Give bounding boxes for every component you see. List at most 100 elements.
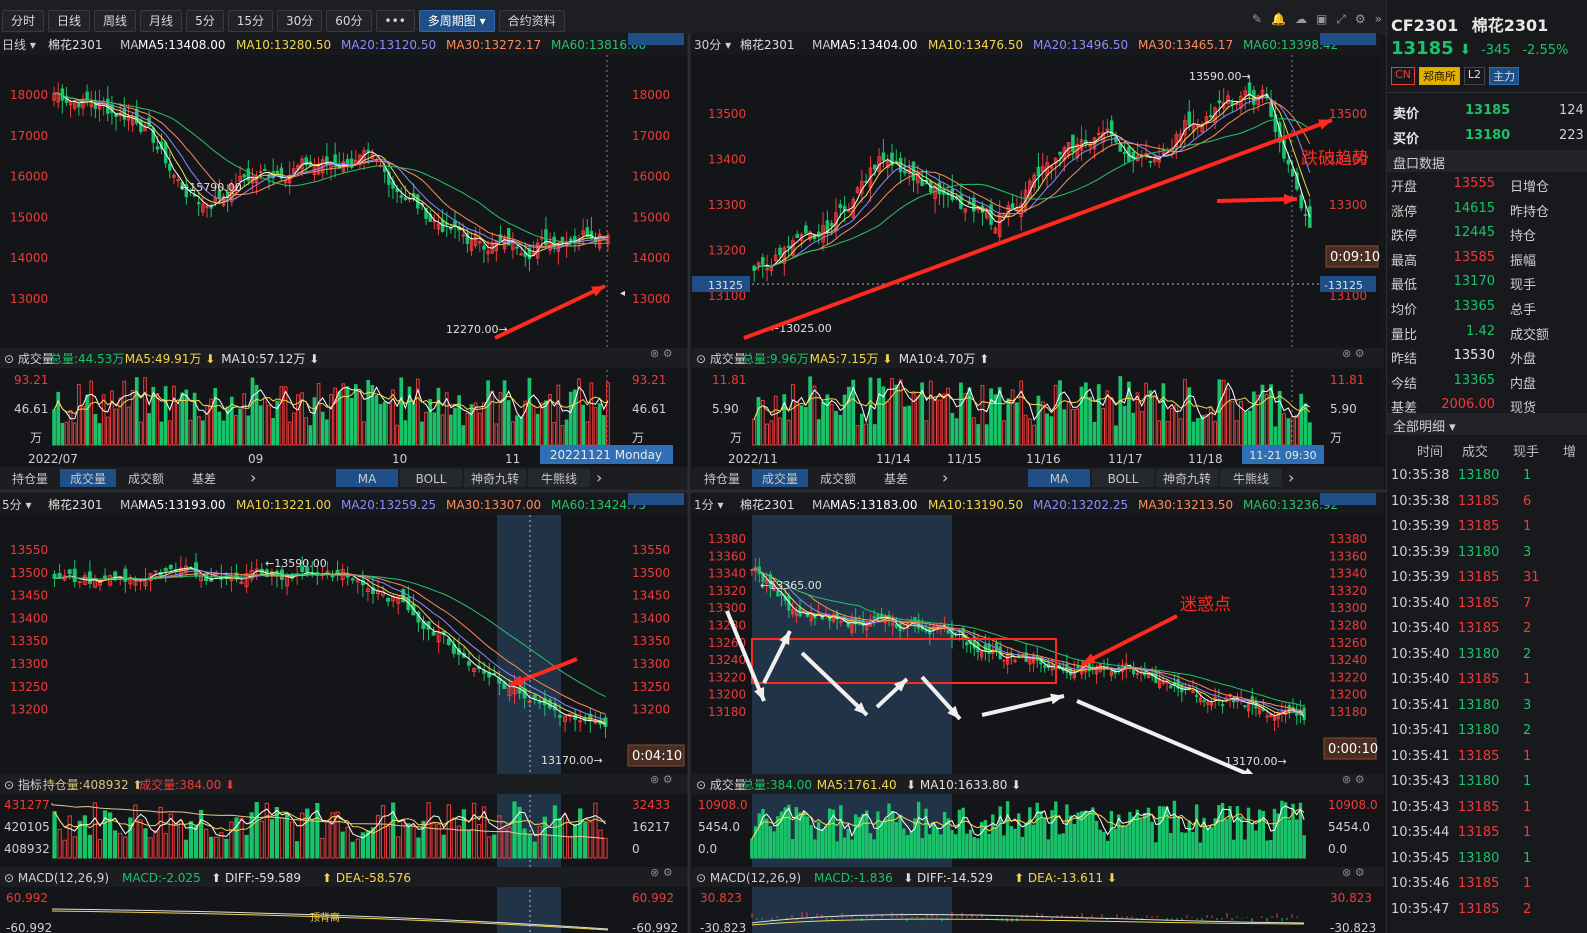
- volume-bar: [143, 828, 148, 859]
- sub-indicator-button[interactable]: 成交量: [70, 471, 106, 486]
- period-tab-3[interactable]: 月线: [140, 10, 183, 32]
- vol-tick: 万: [30, 431, 42, 445]
- volume-bar: [494, 423, 499, 446]
- sub-settings-icon[interactable]: ⊗ ⚙: [650, 866, 673, 879]
- sub-indicator-button[interactable]: 成交量: [762, 471, 798, 486]
- stat-row: 开盘 13555 日增仓: [1387, 173, 1587, 197]
- main-indicator-button[interactable]: 神奇九转: [471, 471, 519, 486]
- tick-price: 13185: [1458, 799, 1500, 815]
- sub-settings-icon[interactable]: ⊗ ⚙: [650, 773, 673, 786]
- volume-bar: [1040, 401, 1045, 446]
- volume-bar: [330, 812, 335, 859]
- sub-settings-icon[interactable]: ⊗ ⚙: [1342, 347, 1365, 360]
- sub-indicator-button[interactable]: 基差: [884, 472, 908, 486]
- volume-bar: [913, 818, 917, 859]
- pen-icon[interactable]: ✎: [1251, 12, 1262, 26]
- sub-indicator-button[interactable]: 基差: [192, 472, 216, 486]
- price-tick-right: 13450: [632, 589, 670, 603]
- period-tab-2[interactable]: 周线: [94, 10, 137, 32]
- volume-bar: [213, 388, 218, 446]
- ticks-col-3: 增: [1563, 445, 1577, 460]
- main-indicator-button[interactable]: BOLL: [1108, 472, 1139, 486]
- period-selector[interactable]: 30分 ▾: [694, 38, 731, 52]
- orderbook-section-header[interactable]: 盘口数据: [1387, 150, 1587, 172]
- next-icon[interactable]: ›: [250, 468, 256, 487]
- main-indicator-button[interactable]: 牛熊线: [541, 471, 577, 486]
- ticks-header[interactable]: 全部明细 ▾: [1387, 413, 1587, 435]
- settings-icon[interactable]: ⚙: [1354, 12, 1366, 26]
- candle: [913, 617, 917, 627]
- volume-bar: [196, 416, 201, 446]
- next-icon[interactable]: ›: [1288, 468, 1294, 487]
- multi-period-charts[interactable]: 日线 ▾ 棉花2301 MA MA5:13408.00 MA10:13280.50 MA2…: [0, 33, 1386, 933]
- candle: [1290, 168, 1295, 177]
- candle: [201, 203, 205, 213]
- main-indicator-button[interactable]: 神奇九转: [1163, 471, 1211, 486]
- volume-bar: [1062, 409, 1067, 446]
- period-tab-4[interactable]: 5分: [186, 10, 224, 32]
- candle: [1202, 700, 1206, 703]
- cloud-icon[interactable]: ☁: [1294, 12, 1307, 26]
- main-indicator-button[interactable]: MA: [1050, 472, 1069, 486]
- main-indicator-button[interactable]: MA: [358, 472, 377, 486]
- chart-panel-m30[interactable]: 30分 ▾ 棉花2301 MA MA5:13404.00 MA10:13476.50 MA…: [692, 33, 1384, 493]
- volume-bar: [1020, 836, 1025, 859]
- chart-panel-m5[interactable]: 5分 ▾ 棉花2301 MA MA5:13193.00 MA10:13221.00 MA2…: [0, 493, 688, 933]
- volume-bar: [180, 392, 185, 446]
- volume-bar: [1010, 389, 1015, 446]
- volume-bar: [68, 409, 73, 446]
- stat-right-label: 日增仓: [1510, 180, 1550, 195]
- price-tick-left: 13220: [708, 670, 746, 684]
- sub-header-bg: [692, 774, 1384, 794]
- period-tab-6[interactable]: 30分: [276, 10, 323, 32]
- symbol-label: 棉花2301: [740, 37, 795, 52]
- tick-time: 10:35:44: [1391, 825, 1450, 840]
- candle: [1050, 664, 1054, 671]
- period-selector[interactable]: 1分 ▾: [694, 498, 723, 512]
- tick-row: 10:35:44 13185 1: [1387, 822, 1587, 846]
- volume-bar: [885, 401, 890, 446]
- sub-settings-icon[interactable]: ⊗ ⚙: [650, 347, 673, 360]
- volume-bar: [842, 394, 847, 446]
- bell-icon[interactable]: 🔔: [1270, 12, 1286, 26]
- candle: [563, 715, 568, 722]
- candle: [855, 187, 860, 193]
- sub-indicator-button[interactable]: 成交额: [820, 471, 856, 486]
- next-icon[interactable]: ›: [596, 468, 602, 487]
- chart-panel-m1[interactable]: 1分 ▾ 棉花2301 MA MA5:13183.00 MA10:13190.50 MA2…: [692, 493, 1384, 933]
- period-tab-10[interactable]: 合约资料: [498, 10, 565, 32]
- sub-header-text: ⬆ DEA:-58.576: [322, 871, 411, 885]
- screenshot-icon[interactable]: ▣: [1315, 12, 1328, 26]
- candle: [85, 91, 89, 101]
- candle: [838, 204, 843, 208]
- sub-settings-icon[interactable]: ⊗ ⚙: [1342, 866, 1365, 879]
- sub-settings-icon[interactable]: ⊗ ⚙: [1342, 773, 1365, 786]
- price-tick-right: 13300: [1329, 601, 1367, 615]
- next-icon[interactable]: »: [1374, 12, 1382, 26]
- period-selector[interactable]: 日线 ▾: [2, 38, 36, 52]
- sub-indicator-button[interactable]: 成交额: [128, 471, 164, 486]
- candle: [1217, 100, 1222, 104]
- sub-indicator-button[interactable]: 持仓量: [704, 471, 740, 486]
- period-tab-1[interactable]: 日线: [48, 10, 91, 32]
- volume-bar: [482, 806, 487, 859]
- volume-bar: [283, 386, 288, 446]
- period-selector[interactable]: 5分 ▾: [2, 498, 31, 512]
- period-tab-5[interactable]: 15分: [227, 10, 273, 32]
- volume-bar: [507, 826, 512, 859]
- candle: [506, 228, 511, 246]
- volume-bar: [353, 384, 358, 446]
- period-tab-0[interactable]: 分时: [2, 10, 45, 32]
- confusion-arrow: [1081, 614, 1178, 666]
- volume-bar: [857, 816, 862, 859]
- sub-indicator-button[interactable]: 持仓量: [12, 471, 48, 486]
- tick-row: 10:35:43 13180 1: [1387, 771, 1587, 795]
- next-icon[interactable]: ›: [942, 468, 948, 487]
- period-tab-9[interactable]: 多周期图 ▾: [418, 10, 495, 32]
- main-indicator-button[interactable]: BOLL: [416, 472, 447, 486]
- main-indicator-button[interactable]: 牛熊线: [1233, 471, 1269, 486]
- expand-icon[interactable]: ⤢: [1336, 12, 1346, 26]
- period-tab-7[interactable]: 60分: [326, 10, 372, 32]
- chart-panel-daily[interactable]: 日线 ▾ 棉花2301 MA MA5:13408.00 MA10:13280.50 MA2…: [0, 33, 688, 493]
- period-tab-8[interactable]: •••: [375, 10, 415, 32]
